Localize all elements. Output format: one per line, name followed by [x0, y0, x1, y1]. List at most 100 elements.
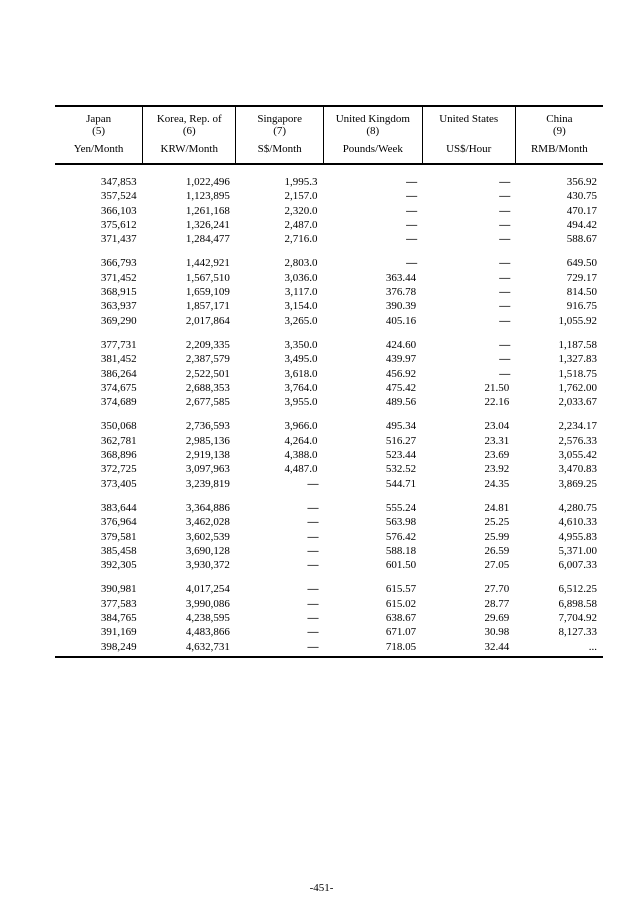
table-cell: 6,007.33 — [515, 558, 603, 572]
table-cell: — — [422, 189, 515, 203]
table-cell: 2,736,593 — [143, 419, 236, 433]
table-cell: — — [422, 175, 515, 189]
table-cell: 8,127.33 — [515, 625, 603, 639]
table-cell: 1,187.58 — [515, 338, 603, 352]
table-cell: — — [236, 530, 324, 544]
col-header-country: Singapore(7) — [236, 106, 324, 140]
table-cell: 615.57 — [324, 582, 423, 596]
table-cell: 516.27 — [324, 434, 423, 448]
table-cell: 390,981 — [55, 582, 143, 596]
table-cell: 23.31 — [422, 434, 515, 448]
table-cell: 916.75 — [515, 299, 603, 313]
table-cell: — — [236, 515, 324, 529]
table-cell: 2,157.0 — [236, 189, 324, 203]
table-cell: 3,265.0 — [236, 314, 324, 328]
table-row: 368,8962,919,1384,388.0523.4423.693,055.… — [55, 448, 603, 462]
table-row: 384,7654,238,595—638.6729.697,704.92 — [55, 611, 603, 625]
col-header-country: Korea, Rep. of(6) — [143, 106, 236, 140]
table-cell: — — [324, 189, 423, 203]
table-cell: 1,567,510 — [143, 271, 236, 285]
table-cell: 1,857,171 — [143, 299, 236, 313]
table-cell: 4,238,595 — [143, 611, 236, 625]
table-row: 369,2902,017,8643,265.0405.16—1,055.92 — [55, 314, 603, 328]
table-cell: 4,610.33 — [515, 515, 603, 529]
table-cell: 2,985,136 — [143, 434, 236, 448]
table-cell: 576.42 — [324, 530, 423, 544]
table-header: Japan(5)Korea, Rep. of(6)Singapore(7)Uni… — [55, 106, 603, 164]
table-cell: 398,249 — [55, 640, 143, 657]
table-cell: 377,731 — [55, 338, 143, 352]
table-cell: 372,725 — [55, 462, 143, 476]
table-cell: 2,919,138 — [143, 448, 236, 462]
table-cell: 1,442,921 — [143, 256, 236, 270]
table-cell: 588.67 — [515, 232, 603, 246]
table-cell: 430.75 — [515, 189, 603, 203]
table-cell: 371,452 — [55, 271, 143, 285]
table-cell: 4,632,731 — [143, 640, 236, 657]
table-cell: 3,966.0 — [236, 419, 324, 433]
table-cell: 532.52 — [324, 462, 423, 476]
col-header-unit: KRW/Month — [143, 140, 236, 164]
table-cell: 814.50 — [515, 285, 603, 299]
table-cell: — — [236, 477, 324, 491]
table-cell: 475.42 — [324, 381, 423, 395]
table-cell: 3,869.25 — [515, 477, 603, 491]
header-row-country: Japan(5)Korea, Rep. of(6)Singapore(7)Uni… — [55, 106, 603, 140]
wages-table: Japan(5)Korea, Rep. of(6)Singapore(7)Uni… — [55, 105, 603, 658]
table-cell: 363.44 — [324, 271, 423, 285]
table-cell: 3,690,128 — [143, 544, 236, 558]
table-body: 347,8531,022,4961,995.3——356.92357,5241,… — [55, 164, 603, 657]
table-cell: 1,659,109 — [143, 285, 236, 299]
table-row: 381,4522,387,5793,495.0439.97—1,327.83 — [55, 352, 603, 366]
table-cell: — — [422, 285, 515, 299]
table-cell: — — [324, 175, 423, 189]
table-row: 371,4371,284,4772,716.0——588.67 — [55, 232, 603, 246]
table-cell: — — [422, 218, 515, 232]
table-cell: 1,762.00 — [515, 381, 603, 395]
table-cell: 6,898.58 — [515, 597, 603, 611]
col-header-country: United Kingdom(8) — [324, 106, 423, 140]
table-cell: 588.18 — [324, 544, 423, 558]
table-cell: 3,239,819 — [143, 477, 236, 491]
table-cell: 424.60 — [324, 338, 423, 352]
table-cell: 362,781 — [55, 434, 143, 448]
table-cell: 3,764.0 — [236, 381, 324, 395]
table-row: 366,1031,261,1682,320.0——470.17 — [55, 204, 603, 218]
table-cell: 22.16 — [422, 395, 515, 409]
table-cell: 30.98 — [422, 625, 515, 639]
table-cell: 368,896 — [55, 448, 143, 462]
table-cell: 2,677,585 — [143, 395, 236, 409]
table-cell: 470.17 — [515, 204, 603, 218]
table-cell: 363,937 — [55, 299, 143, 313]
table-cell: 7,704.92 — [515, 611, 603, 625]
table-cell: 456.92 — [324, 367, 423, 381]
table-cell: 4,280.75 — [515, 501, 603, 515]
table-row: 374,6892,677,5853,955.0489.5622.162,033.… — [55, 395, 603, 409]
table-cell: 3,036.0 — [236, 271, 324, 285]
table-cell: 3,618.0 — [236, 367, 324, 381]
table-cell: 4,017,254 — [143, 582, 236, 596]
table-cell: 4,955.83 — [515, 530, 603, 544]
table-cell: 386,264 — [55, 367, 143, 381]
table-row: 347,8531,022,4961,995.3——356.92 — [55, 175, 603, 189]
table-cell: 383,644 — [55, 501, 143, 515]
table-cell: 371,437 — [55, 232, 143, 246]
table-row: 386,2642,522,5013,618.0456.92—1,518.75 — [55, 367, 603, 381]
table-cell: 2,234.17 — [515, 419, 603, 433]
table-cell: — — [422, 256, 515, 270]
table-cell: 26.59 — [422, 544, 515, 558]
table-cell: 366,103 — [55, 204, 143, 218]
table-cell: 25.25 — [422, 515, 515, 529]
table-cell: 495.34 — [324, 419, 423, 433]
table-row: 363,9371,857,1713,154.0390.39—916.75 — [55, 299, 603, 313]
table-cell: 1,055.92 — [515, 314, 603, 328]
table-cell: 376,964 — [55, 515, 143, 529]
table-row: 398,2494,632,731—718.0532.44... — [55, 640, 603, 657]
table-cell: 347,853 — [55, 175, 143, 189]
table-cell: 1,022,496 — [143, 175, 236, 189]
table-cell: 3,350.0 — [236, 338, 324, 352]
table-cell: 369,290 — [55, 314, 143, 328]
page-number: -451- — [0, 882, 643, 894]
table-cell: 350,068 — [55, 419, 143, 433]
table-cell: 32.44 — [422, 640, 515, 657]
